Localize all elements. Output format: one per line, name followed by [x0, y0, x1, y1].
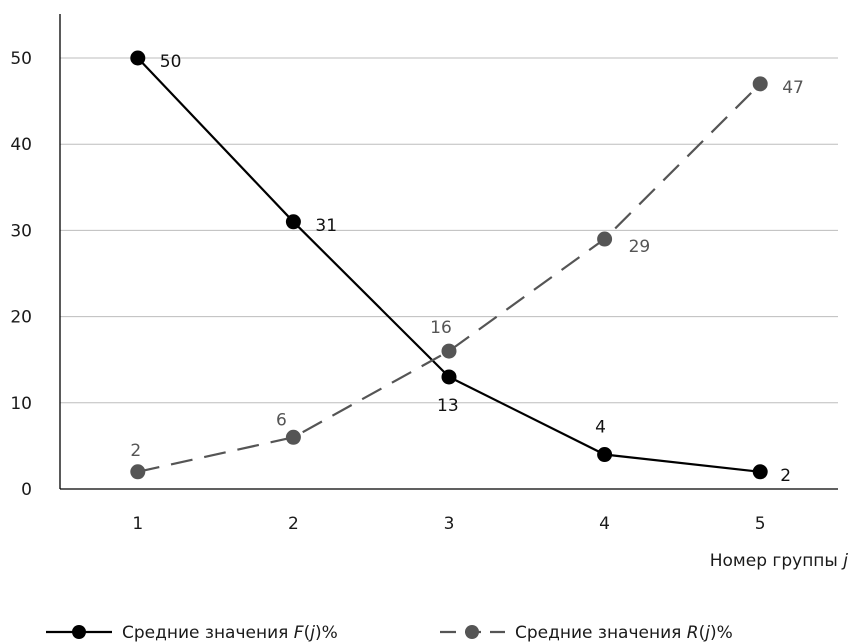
legend-r-var: R: [687, 623, 699, 643]
x-tick-label: 5: [755, 514, 766, 534]
series: 50 31 13 4 2 2 6 16 29 47: [130, 50, 804, 486]
legend-f-label: Средние значения F(j)%: [122, 623, 338, 643]
data-label-f: 13: [437, 396, 459, 416]
x-axis-title-text: Номер группы: [710, 551, 838, 571]
data-point-f: [752, 464, 768, 480]
data-point-r: [597, 231, 613, 247]
data-point-f: [597, 447, 613, 463]
x-axis-title-var: j: [841, 551, 848, 571]
y-tick-label: 50: [10, 49, 32, 69]
data-label-r: 29: [629, 237, 651, 257]
x-tick-label: 2: [288, 514, 299, 534]
grid-lines: [60, 57, 838, 404]
y-tick-label: 30: [10, 221, 32, 241]
data-point-r: [285, 429, 301, 445]
x-tick-labels: 1 2 3 4 5: [132, 514, 765, 534]
legend-r-label: Средние значения R(j)%: [515, 623, 733, 643]
data-label-f: 50: [160, 52, 182, 72]
legend-item-f: Средние значения F(j)%: [46, 623, 338, 643]
y-tick-label: 20: [10, 308, 32, 328]
series-line-r: [137, 83, 761, 473]
legend-r-arg: j: [703, 623, 710, 643]
data-label-r: 47: [782, 78, 804, 98]
legend: Средние значения F(j)% Средние значения …: [46, 623, 733, 643]
legend-f-arg: j: [308, 623, 315, 643]
data-point-f: [285, 214, 301, 230]
data-label-r: 6: [276, 410, 287, 430]
x-tick-label: 4: [599, 514, 610, 534]
legend-f-var: F: [294, 623, 304, 643]
y-tick-label: 0: [21, 480, 32, 500]
series-f: 50 31 13 4 2: [130, 50, 791, 486]
data-label-f: 4: [595, 418, 606, 438]
data-point-f: [130, 50, 146, 66]
legend-f-prefix: Средние значения: [122, 623, 288, 643]
y-tick-labels: 0 10 20 30 40 50: [10, 49, 32, 500]
legend-item-r: Средние значения R(j)%: [440, 623, 733, 643]
axes: [59, 14, 838, 490]
x-axis-title: Номер группы j: [710, 551, 849, 571]
data-point-r: [130, 464, 146, 480]
y-tick-label: 40: [10, 135, 32, 155]
data-point-f: [441, 369, 457, 385]
x-tick-label: 1: [132, 514, 143, 534]
legend-f-suffix: %: [322, 623, 338, 643]
y-tick-label: 10: [10, 394, 32, 414]
x-tick-label: 3: [444, 514, 455, 534]
data-point-r: [752, 76, 768, 92]
data-label-r: 2: [130, 441, 141, 461]
legend-f-marker: [72, 625, 86, 639]
data-point-r: [441, 343, 457, 359]
legend-r-prefix: Средние значения: [515, 623, 681, 643]
data-label-f: 2: [780, 466, 791, 486]
legend-r-suffix: %: [717, 623, 733, 643]
legend-r-marker: [465, 625, 479, 639]
data-label-r: 16: [430, 318, 452, 338]
series-r: 2 6 16 29 47: [130, 76, 804, 480]
data-label-f: 31: [315, 216, 337, 236]
